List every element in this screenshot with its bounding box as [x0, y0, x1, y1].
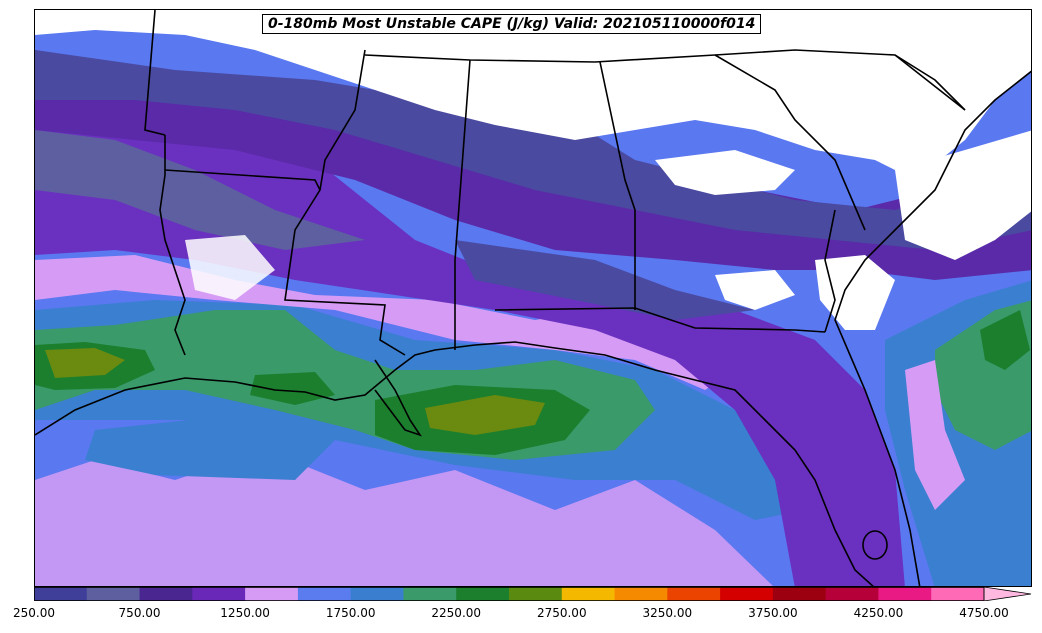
colorbar-swatch	[509, 587, 563, 601]
border-ga-fl-east	[824, 209, 836, 333]
colorbar-swatch	[139, 587, 193, 601]
border-ms-la	[284, 49, 406, 356]
colorbar-swatch	[772, 587, 827, 601]
mississippi-delta	[374, 359, 422, 437]
cape-band-lilac-south	[35, 450, 773, 586]
no-cape-region-carolinas	[895, 130, 1031, 260]
colorbar-swatch	[825, 587, 879, 601]
no-cape-region-north	[35, 10, 1031, 180]
colorbar-swatch	[192, 587, 246, 601]
colorbar-tick-label: 250.00	[13, 606, 55, 620]
border-tn-south	[364, 49, 966, 111]
colorbar-swatch	[667, 587, 721, 601]
border-tx-la	[159, 135, 186, 356]
colorbar-swatch	[86, 587, 141, 601]
cape-band-low	[35, 50, 1031, 250]
colorbar-swatch	[878, 587, 932, 601]
no-cape-patch-georgia-2	[715, 270, 795, 310]
colorbar-swatch	[350, 587, 404, 601]
coastline-and-borders	[35, 10, 1031, 586]
colorbar-tick-label: 2250.00	[431, 606, 482, 620]
cape-core-olive-west	[45, 348, 125, 378]
border-al-ga	[599, 61, 636, 310]
border-ar-la	[164, 169, 321, 191]
colorbar-swatch	[245, 587, 299, 601]
colorbar-tick-label: 4250.00	[853, 606, 904, 620]
colorbar-swatch	[931, 587, 985, 601]
cape-band-steel-south	[85, 415, 335, 480]
no-cape-patch-georgia	[815, 255, 895, 330]
colorbar-swatch	[456, 587, 510, 601]
border-al-ga-fl	[494, 307, 826, 333]
colorbar-swatch	[561, 587, 616, 601]
cape-core-green-louisiana	[250, 372, 335, 405]
colorbar-outline	[34, 587, 985, 601]
border-ok-tx-west	[144, 10, 166, 136]
cape-atlantic-lilac	[905, 360, 965, 510]
colorbar-tick-label: 1250.00	[220, 606, 270, 620]
no-cape-patch-alabama	[655, 150, 795, 195]
atlantic-coastline	[834, 70, 1031, 586]
colorbar-tick-label: 3750.00	[748, 606, 798, 620]
colorbar-swatch	[403, 587, 457, 601]
cape-contour-map	[35, 10, 1031, 586]
cape-band-medlow-west	[35, 130, 365, 250]
no-cape-patch-louisiana	[185, 235, 275, 300]
colorbar-swatch	[297, 587, 352, 601]
colorbar-tick-label: 1750.00	[325, 606, 376, 620]
border-ga-sc	[714, 54, 866, 231]
colorbar-swatch	[720, 587, 774, 601]
colorbar-tick-label: 750.00	[118, 606, 161, 620]
lake-okeechobee	[862, 530, 888, 560]
colorbar-swatch	[614, 587, 668, 601]
border-nc-sc	[894, 54, 966, 111]
gulf-coastline	[35, 341, 874, 586]
colorbar-swatch	[34, 587, 88, 601]
colorbar-extend-arrow	[983, 587, 1032, 601]
map-title: 0-180mb Most Unstable CAPE (J/kg) Valid:…	[262, 14, 762, 34]
map-panel	[34, 9, 1032, 587]
colorbar-tick-label: 3250.00	[642, 606, 693, 620]
cape-atlantic-green	[980, 310, 1030, 370]
cape-band-low-central	[455, 240, 755, 320]
cape-core-olive-central	[425, 395, 545, 435]
colorbar	[34, 587, 1032, 601]
colorbar-tick-label: 4750.00	[959, 606, 1009, 620]
colorbar-tick-label: 2750.00	[536, 606, 587, 620]
border-ms-al	[454, 59, 471, 350]
